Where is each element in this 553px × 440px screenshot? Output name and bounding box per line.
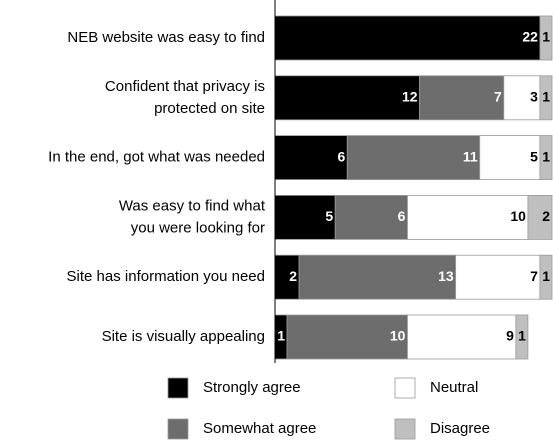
category-label: Was easy to find what you were looking fo…: [119, 197, 266, 236]
bar-segment: [274, 194, 336, 240]
value-label: 10: [390, 328, 406, 344]
legend-label: Strongly agree: [203, 379, 301, 396]
value-label: 1: [542, 89, 550, 105]
value-label: 2: [289, 268, 297, 284]
value-label: 2: [542, 208, 550, 224]
bar-segment: [539, 135, 553, 181]
value-label: 6: [398, 208, 406, 224]
bar-segment: [274, 75, 420, 121]
bar-segment: [286, 314, 408, 360]
value-label: 1: [542, 268, 550, 284]
bar-segment: [407, 194, 529, 240]
value-label: 10: [510, 208, 526, 224]
value-label: 1: [542, 29, 550, 45]
bar-segment: [515, 314, 529, 360]
bar-segment: [407, 314, 517, 360]
value-label: 9: [506, 328, 514, 344]
legend-label: Somewhat agree: [203, 420, 316, 437]
bar-segment: [274, 15, 541, 61]
category-label: In the end, got what was needed: [48, 149, 265, 166]
bar-segment: [274, 254, 300, 300]
value-label: 5: [530, 148, 538, 164]
legend-swatch: [167, 418, 189, 440]
category-label: Confident that privacy is protected on si…: [105, 78, 265, 117]
value-label: 11: [463, 148, 478, 164]
legend-swatch: [394, 418, 416, 440]
legend-swatch: [394, 377, 416, 399]
bar-segment: [298, 254, 457, 300]
bar-segment: [539, 15, 553, 61]
value-label: 7: [530, 268, 538, 284]
bar-segment: [503, 75, 541, 121]
value-label: 3: [530, 89, 538, 105]
value-label: 1: [542, 148, 550, 164]
category-label: Site is visually appealing: [102, 328, 265, 345]
legend-swatch: [167, 377, 189, 399]
bar-segment: [346, 135, 481, 181]
value-label: 7: [494, 89, 502, 105]
bar-segment: [527, 194, 553, 240]
bar-segment: [455, 254, 541, 300]
value-label: 12: [402, 89, 418, 105]
value-label: 6: [337, 148, 345, 164]
value-label: 1: [518, 328, 526, 344]
category-label-line: NEB website was easy to find: [67, 29, 265, 46]
category-label-line: Site is visually appealing: [102, 328, 265, 345]
category-label-line: Confident that privacy is: [105, 78, 265, 95]
value-label: 22: [522, 29, 538, 45]
bar-segment: [539, 254, 553, 300]
category-label-line: Site has information you need: [67, 268, 265, 285]
bar-segment: [419, 75, 505, 121]
category-label-line: In the end, got what was needed: [48, 149, 265, 166]
category-label-line: Was easy to find what: [119, 197, 266, 214]
value-label: 5: [325, 208, 333, 224]
legend-label: Neutral: [430, 379, 478, 396]
value-label: 13: [438, 268, 454, 284]
category-label-line: protected on site: [154, 100, 265, 117]
legend-label: Disagree: [430, 420, 490, 437]
category-label-line: you were looking for: [131, 219, 265, 236]
value-label: 1: [277, 328, 285, 344]
bar-segment: [334, 194, 408, 240]
bar-segment: [274, 135, 348, 181]
bar-segment: [539, 75, 553, 121]
category-label: NEB website was easy to find: [67, 29, 265, 46]
category-label: Site has information you need: [67, 268, 265, 285]
